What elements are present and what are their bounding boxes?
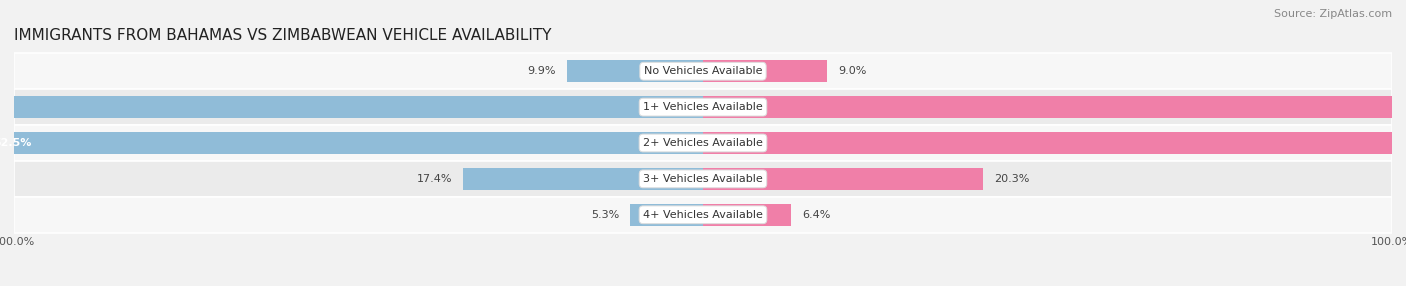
Text: No Vehicles Available: No Vehicles Available bbox=[644, 66, 762, 76]
Bar bbox=[14, 89, 1392, 125]
Bar bbox=[703, 168, 983, 190]
Text: 9.0%: 9.0% bbox=[838, 66, 866, 76]
Bar bbox=[14, 125, 1392, 161]
Text: 4+ Vehicles Available: 4+ Vehicles Available bbox=[643, 210, 763, 220]
Text: 17.4%: 17.4% bbox=[416, 174, 453, 184]
Text: 1+ Vehicles Available: 1+ Vehicles Available bbox=[643, 102, 763, 112]
Bar bbox=[14, 161, 1392, 197]
Bar bbox=[703, 204, 792, 226]
Text: 5.3%: 5.3% bbox=[591, 210, 619, 220]
Text: 20.3%: 20.3% bbox=[994, 174, 1029, 184]
Bar bbox=[14, 197, 1392, 233]
Text: 52.5%: 52.5% bbox=[0, 138, 32, 148]
Bar bbox=[567, 60, 703, 82]
Text: 2+ Vehicles Available: 2+ Vehicles Available bbox=[643, 138, 763, 148]
Text: 6.4%: 6.4% bbox=[803, 210, 831, 220]
Bar bbox=[0, 96, 703, 118]
Text: 3+ Vehicles Available: 3+ Vehicles Available bbox=[643, 174, 763, 184]
Bar bbox=[0, 132, 703, 154]
Bar bbox=[703, 132, 1406, 154]
Bar bbox=[703, 60, 827, 82]
Text: IMMIGRANTS FROM BAHAMAS VS ZIMBABWEAN VEHICLE AVAILABILITY: IMMIGRANTS FROM BAHAMAS VS ZIMBABWEAN VE… bbox=[14, 28, 551, 43]
Bar bbox=[703, 96, 1406, 118]
Text: Source: ZipAtlas.com: Source: ZipAtlas.com bbox=[1274, 9, 1392, 19]
Text: 9.9%: 9.9% bbox=[527, 66, 555, 76]
Bar bbox=[630, 204, 703, 226]
Bar bbox=[463, 168, 703, 190]
Bar bbox=[14, 53, 1392, 89]
